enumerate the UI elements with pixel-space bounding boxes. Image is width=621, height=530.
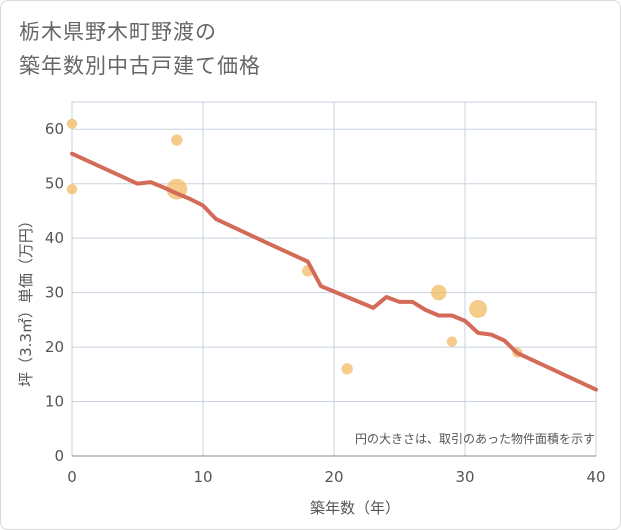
title-line-2: 築年数別中古戸建て価格	[19, 54, 261, 78]
y-tick-label: 10	[45, 393, 64, 411]
y-tick-label: 40	[45, 229, 64, 247]
y-tick-label: 50	[45, 175, 64, 193]
scatter-point	[171, 134, 183, 146]
scatter-point	[66, 118, 78, 129]
scatter-point	[446, 336, 458, 347]
y-tick-label: 60	[45, 120, 64, 138]
y-tick-label: 0	[54, 447, 64, 465]
title-line-1: 栃木県野木町野渡の	[19, 20, 217, 44]
chart-title: 栃木県野木町野渡の 築年数別中古戸建て価格	[19, 15, 261, 83]
x-tick-label: 0	[67, 468, 77, 486]
trend-line	[70, 151, 598, 392]
scatter-point	[341, 363, 353, 375]
chart-annotation: 円の大きさは、取引のあった物件面積を示す	[355, 431, 595, 446]
y-tick-label: 30	[45, 284, 64, 302]
x-tick-label: 40	[586, 468, 605, 486]
scatter-point	[431, 284, 447, 301]
x-tick-label: 20	[324, 468, 343, 486]
x-axis-title: 築年数（年）	[310, 499, 400, 517]
scatter-point	[469, 299, 488, 318]
y-axis-title: 坪（3.3㎡）単価（万円）	[17, 213, 35, 387]
y-tick-label: 20	[45, 338, 64, 356]
x-tick-label: 30	[455, 468, 474, 486]
x-tick-label: 10	[193, 468, 212, 486]
scatter-point	[66, 183, 78, 195]
